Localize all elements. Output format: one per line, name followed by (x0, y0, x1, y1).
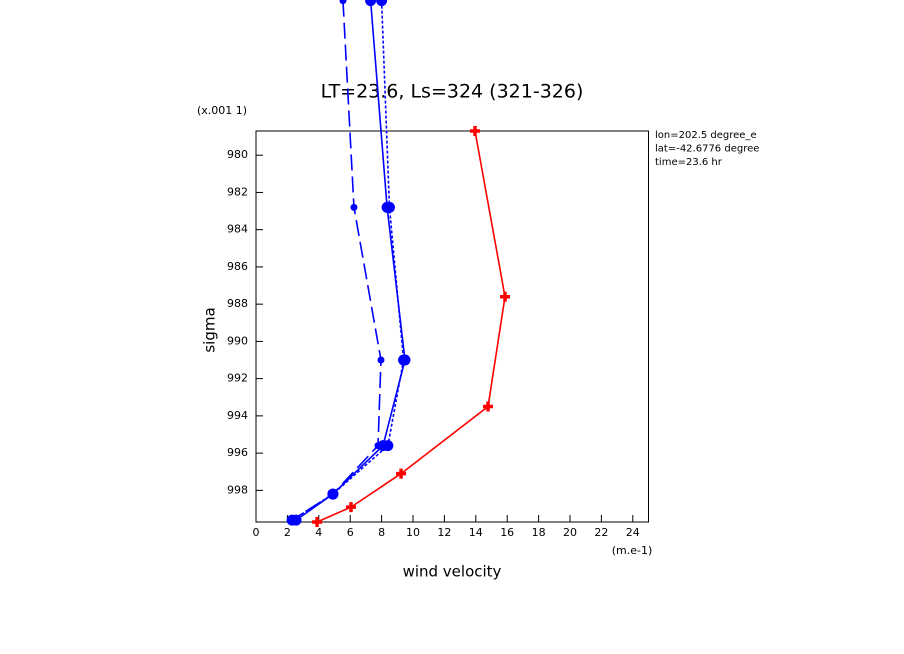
marker (288, 516, 296, 524)
y-tick-label: 988 (227, 297, 248, 310)
y-tick-label: 986 (227, 260, 248, 273)
x-tick-label: 22 (594, 526, 608, 539)
data-line (316, 130, 506, 523)
annotation: time=23.6 hr (655, 157, 723, 168)
y-tick-label: 996 (227, 446, 248, 459)
marker (470, 126, 481, 136)
y-unit: (x.001 1) (197, 104, 247, 117)
marker (500, 291, 511, 302)
y-tick-label: 992 (227, 372, 248, 385)
x-tick-label: 4 (315, 526, 322, 539)
marker (312, 517, 323, 527)
marker (383, 201, 395, 213)
y-tick-label: 998 (227, 483, 248, 496)
x-tick-label: 0 (253, 526, 260, 539)
x-tick-label: 18 (532, 526, 546, 539)
marker (377, 356, 385, 364)
x-tick-label: 12 (437, 526, 451, 539)
marker (382, 440, 394, 452)
x-tick-label: 24 (626, 526, 640, 539)
marker (365, 0, 377, 7)
annotation: lon=202.5 degree_e (655, 130, 757, 141)
marker (483, 401, 494, 412)
plot-frame (255, 130, 649, 523)
chart-title: LT=23.6, Ls=324 (321-326) (321, 81, 584, 103)
x-axis-label: wind velocity (403, 563, 502, 581)
y-tick-label: 982 (227, 185, 248, 198)
x-tick-label: 6 (347, 526, 354, 539)
y-tick-label: 984 (227, 223, 248, 236)
x-tick-label: 8 (378, 526, 385, 539)
marker (345, 502, 356, 513)
x-unit: (m.e-1) (612, 544, 653, 557)
annotation: lat=-42.6776 degree (655, 144, 759, 155)
y-tick-label: 980 (227, 148, 248, 161)
data-line (291, 0, 405, 521)
x-tick-label: 10 (406, 526, 420, 539)
x-tick-label: 20 (563, 526, 577, 539)
marker (398, 354, 410, 366)
marker (374, 442, 382, 450)
data-line (291, 0, 382, 521)
x-tick-label: 16 (500, 526, 514, 539)
marker (329, 490, 337, 498)
y-axis-label: sigma (201, 307, 219, 352)
x-tick-label: 14 (469, 526, 483, 539)
marker (396, 468, 407, 479)
x-tick-label: 2 (284, 526, 291, 539)
y-tick-label: 994 (227, 409, 248, 422)
y-tick-label: 990 (227, 334, 248, 347)
marker (350, 203, 358, 211)
marker (339, 0, 347, 5)
marker (376, 0, 388, 7)
